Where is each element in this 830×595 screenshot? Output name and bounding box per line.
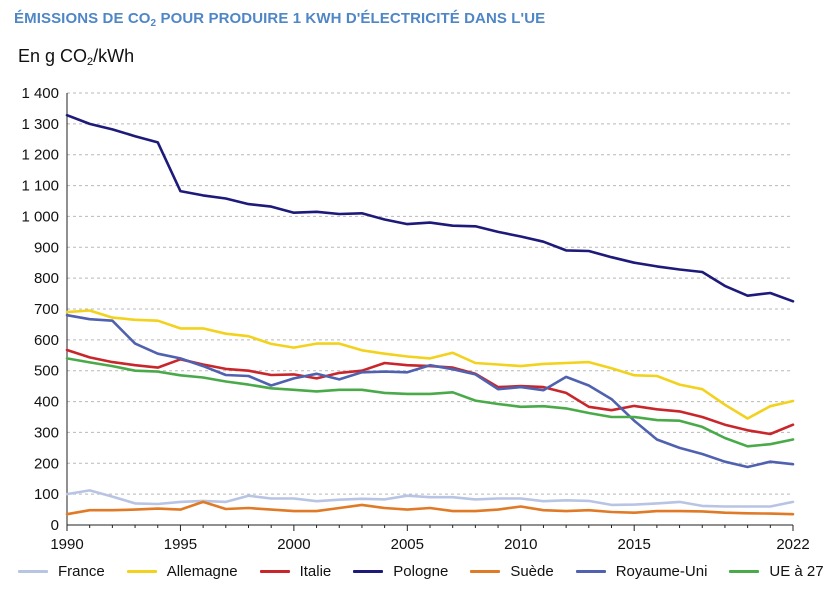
series-line-ue-a-27 [65,357,795,448]
axes: 0 100 200 300 400 500 600 700 800 900 1 000 1 100 1 … [21,85,809,553]
x-tick-label: 2000 [277,536,310,553]
chart-title: ÉMISSIONS DE CO2 POUR PRODUIRE 1 KWH D'É… [14,10,546,29]
legend-item-pologne: Pologne [353,563,448,580]
legend-item-france: France [18,563,105,580]
y-tick-label: 1 400 [21,85,59,102]
legend-label: France [58,563,105,580]
x-tick-label: 2022 [776,536,809,553]
grid-lines [67,92,793,495]
y-tick-label: 1 300 [21,116,59,133]
y-tick-label: 800 [34,270,59,287]
y-tick-label: 0 [51,517,59,534]
y-tick-label: 200 [34,455,59,472]
legend-item-allemagne: Allemagne [126,563,238,580]
x-tick-label: 2015 [618,536,651,553]
legend-swatch [353,570,384,573]
y-tick-label: 700 [34,301,59,318]
legend-item-royaume-uni: Royaume-Uni [575,563,708,580]
legend-swatch [729,570,760,573]
y-tick-label: 100 [34,486,59,503]
legend-item-ue-a-27: UE à 27 [729,563,824,580]
y-tick-label: 500 [34,363,59,380]
x-tick-label: 2005 [391,536,424,553]
legend-swatch [18,570,48,573]
y-tick-label: 600 [34,332,59,349]
legend-label: Pologne [393,563,449,580]
series-lines [65,113,795,516]
legend-label: Italie [299,563,332,580]
legend-label: Royaume-Uni [615,563,708,580]
y-tick-label: 900 [34,239,59,256]
legend-swatch [126,570,157,573]
series-line-suede [65,500,795,516]
x-tick-label: 1995 [164,536,197,553]
legend-item-italie: Italie [259,563,332,580]
y-tick-label: 300 [34,424,59,441]
series-line-france [65,489,795,508]
y-tick-label: 1 200 [21,147,59,164]
series-line-pologne [65,113,795,303]
legend-label: Allemagne [166,563,238,580]
x-tick-label: 2010 [504,536,537,553]
series-line-allemagne [65,309,795,420]
legend-swatch [575,570,606,573]
legend-swatch [470,570,501,573]
legend: France Allemagne Italie Pologne Suède Royaume… [18,563,830,580]
y-tick-label: 1 100 [21,178,59,195]
y-tick-label: 1 000 [21,208,59,225]
series-line-royaume-uni [65,313,795,469]
legend-label: Suède [510,563,554,580]
y-tick-label: 400 [34,394,59,411]
x-tick-label: 1990 [50,536,83,553]
legend-swatch [259,570,290,573]
legend-label: UE à 27 [769,563,824,580]
legend-item-suede: Suède [470,563,554,580]
y-axis-unit-label: En g CO2/kWh [18,46,135,68]
